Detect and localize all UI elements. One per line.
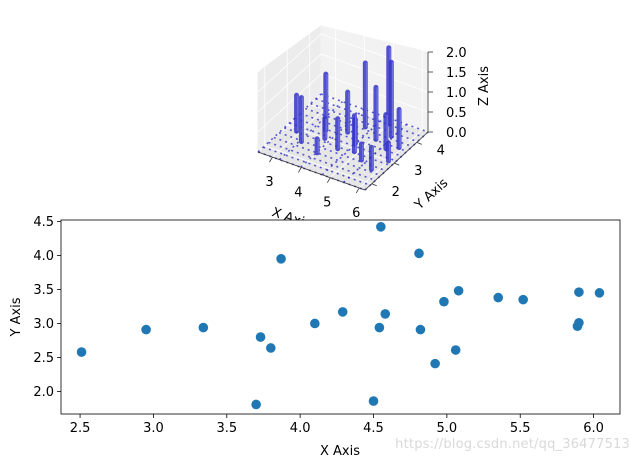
x-gridline: [358, 49, 423, 189]
scatter-point: [430, 358, 440, 369]
scatter-y-tick-label: 3.5: [33, 283, 54, 298]
scatter-point: [255, 332, 266, 342]
bars: [294, 45, 402, 172]
plot-area: [60, 219, 621, 415]
x-tick-label: 4: [294, 185, 302, 200]
scatter-point: [439, 296, 449, 307]
floor-dot-row: [278, 131, 387, 172]
scatter-point: [310, 318, 320, 329]
scatter-point: [368, 396, 379, 406]
floor-dot-row: [304, 107, 413, 148]
scatter-point: [76, 347, 87, 357]
floor-dot-col: [278, 101, 343, 161]
x-tick: [355, 187, 360, 194]
floor-dot-col: [343, 123, 408, 183]
scatter-point: [453, 285, 464, 296]
scatter-y-label: Y Axis: [9, 297, 24, 337]
floor-dot-row: [294, 117, 403, 157]
x-tick: [269, 156, 273, 163]
y-gridline: [264, 65, 372, 185]
y-gridline: [309, 24, 417, 143]
floor-dot-row: [289, 122, 397, 162]
scatter-x-label: X Axis: [320, 444, 360, 459]
floor-dot-row: [310, 102, 418, 143]
y-gridline: [286, 45, 395, 164]
scatter-x-tick-label: 4.0: [290, 421, 311, 436]
scatter-x-tick-label: 5.5: [510, 421, 531, 436]
scatter-point: [380, 309, 391, 319]
z-tick-label: 2.0: [446, 46, 467, 61]
scatter-x-tick-label: 2.5: [70, 421, 91, 436]
scatter-x-tick-label: 3.5: [216, 421, 237, 436]
scatter-point: [414, 248, 424, 259]
floor-dot-row: [315, 98, 424, 138]
floor-dot-col: [257, 93, 322, 153]
scatter-point: [337, 307, 348, 317]
x-tick: [298, 167, 302, 173]
scatter-y-tick-label: 2.0: [33, 385, 54, 400]
y-tick-label: 4: [437, 143, 445, 158]
scatter-x-tick-label: 5.0: [437, 421, 458, 436]
y-tick: [416, 141, 422, 145]
y-axis-line: [364, 131, 429, 191]
y-tick: [371, 183, 377, 187]
scatter-point: [376, 222, 386, 232]
scatter-x-tick-label: 3.0: [143, 421, 164, 436]
floor-dot-row: [320, 93, 429, 133]
z-gridline: [257, 13, 429, 73]
z-gridline: [257, 33, 429, 93]
x-axis-line: [257, 151, 366, 191]
x-gridline: [272, 19, 336, 158]
scatter-y-tick-label: 4.5: [33, 215, 54, 230]
scatter-point: [374, 322, 385, 333]
y-tick-label: 3: [414, 164, 422, 179]
scatter-chart: 2.5 3.0 3.5 4.0 4.5 5.0 5.5 6.0 2.0 2.5 3.0 3.5 4.0 4…: [9, 215, 621, 459]
scatter-point: [251, 399, 261, 410]
x-tick-label: 5: [323, 196, 331, 211]
floor-dot-row: [268, 141, 376, 182]
z-axis-label: Z Axis: [477, 66, 492, 106]
z-tick-label: 0.5: [446, 106, 467, 121]
z-tick-label: 1.5: [446, 66, 467, 81]
scatter-point: [415, 324, 426, 335]
scatter-y-tick-label: 2.5: [33, 351, 54, 366]
y-tick: [394, 162, 400, 166]
scatter-point: [198, 322, 209, 333]
z-tick-label: 0.0: [446, 126, 467, 141]
floor-dot-row: [299, 112, 408, 153]
floor-dot-row: [273, 136, 382, 177]
scatter-point: [594, 288, 605, 298]
scatter-point: [493, 292, 504, 303]
x-tick-label: 6: [352, 206, 360, 221]
floor-dot-row: [262, 146, 371, 186]
y-axis-label: Y Axis: [411, 176, 451, 214]
scatter-point: [266, 343, 276, 353]
scatter-point: [276, 253, 286, 264]
scatter-x-tick-label: 6.0: [583, 421, 604, 436]
floor-dot-col: [300, 108, 365, 168]
x-tick: [326, 177, 331, 183]
watermark: https://blog.csdn.net/qq_36477513: [395, 437, 630, 452]
x-tick-label: 3: [265, 175, 273, 190]
scatter-y-tick-label: 3.0: [33, 317, 54, 332]
y-tick-label: 2: [392, 185, 400, 200]
scatter-point: [141, 324, 151, 335]
scatter-point: [574, 317, 584, 328]
scatter-point: [518, 294, 528, 305]
scatter-x-tick-label: 4.5: [363, 421, 384, 436]
scatter-point: [574, 287, 584, 297]
z-tick-label: 1.0: [446, 86, 467, 101]
scatter-y-tick-label: 4.0: [33, 249, 54, 264]
scatter-point: [450, 345, 461, 355]
